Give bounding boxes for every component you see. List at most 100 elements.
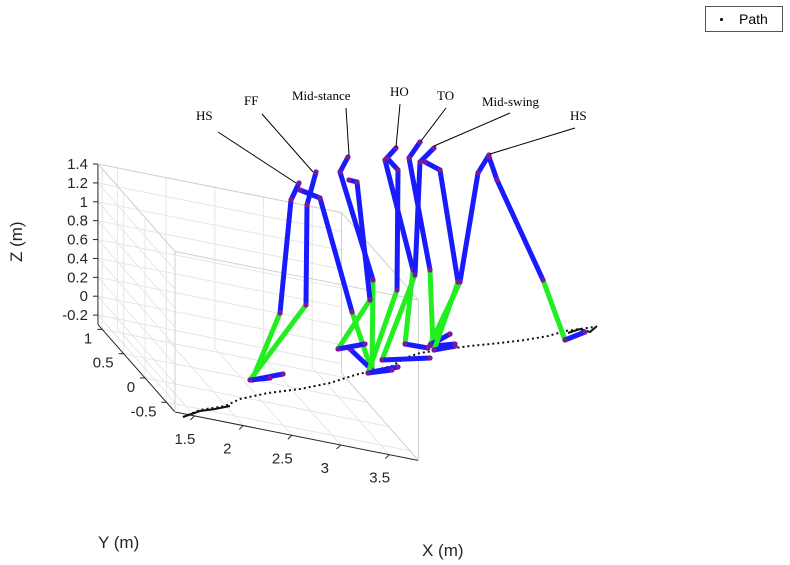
legend-marker-path	[720, 18, 723, 21]
shank-segment	[431, 279, 461, 353]
y-tick-label: -0.5	[131, 403, 157, 420]
x-tick-label: 3.5	[369, 470, 390, 487]
joint-marker	[362, 341, 368, 347]
phase-label: HS	[570, 108, 587, 123]
joint-marker	[345, 154, 351, 160]
box-edge	[341, 372, 419, 461]
joint-marker	[337, 169, 343, 175]
phase-leader-line	[395, 103, 401, 148]
grid-line	[165, 337, 244, 426]
grid-line	[102, 328, 346, 379]
joint-marker	[455, 279, 461, 285]
grid-line	[97, 182, 176, 271]
joint-marker	[422, 159, 428, 165]
grid-line	[97, 258, 176, 347]
joint-marker	[427, 267, 433, 273]
phase-leader-line	[345, 107, 350, 156]
grid-line	[97, 239, 176, 328]
phase-leader-line	[420, 107, 447, 142]
joint-marker	[562, 337, 568, 343]
joint-marker	[393, 145, 399, 151]
joint-marker	[367, 297, 373, 303]
grid-line	[97, 220, 176, 309]
joint-marker	[582, 329, 588, 335]
joint-marker	[431, 145, 437, 151]
grid-line	[97, 201, 176, 290]
joint-marker	[452, 343, 458, 349]
joint-marker	[402, 341, 408, 347]
x-tick-mark	[287, 434, 293, 440]
joint-marker	[427, 355, 433, 361]
shank-segment	[335, 297, 373, 352]
phase-label: TO	[437, 88, 454, 103]
z-tick-label: -0.2	[62, 307, 88, 324]
pelvis-segment	[417, 145, 437, 165]
phase-label: Mid-swing	[482, 94, 540, 109]
grid-line	[144, 377, 389, 427]
phase-label: FF	[244, 93, 258, 108]
joint-marker	[389, 367, 395, 373]
joint-marker	[395, 167, 401, 173]
x-tick-mark	[384, 454, 390, 460]
joint-marker	[447, 331, 453, 337]
x-tick-mark	[190, 415, 195, 421]
joint-marker	[296, 180, 302, 186]
y-axis-label: Y (m)	[98, 533, 139, 552]
grid-lines	[97, 163, 411, 456]
z-tick-label: 0.6	[67, 232, 88, 249]
phase-leader-line	[261, 113, 314, 173]
thigh-segment	[277, 197, 294, 316]
grid-line	[214, 347, 293, 436]
joint-marker	[475, 170, 481, 176]
joint-marker	[297, 187, 303, 193]
joint-marker	[247, 377, 253, 383]
joint-marker	[303, 302, 309, 308]
joint-marker	[494, 177, 500, 183]
pelvis-segment	[304, 169, 319, 208]
box-edge	[174, 251, 419, 301]
z-tick-label: 0	[80, 288, 88, 305]
thigh-segment	[457, 170, 481, 285]
z-tick-label: 1	[80, 194, 88, 211]
joint-marker	[406, 155, 412, 161]
joint-marker	[267, 375, 273, 381]
x-tick-mark	[336, 444, 341, 450]
z-tick-label: 0.4	[67, 250, 88, 267]
pelvis-segment	[297, 187, 323, 201]
x-tick-label: 1.5	[174, 431, 195, 448]
path-line-start	[182, 405, 231, 418]
joint-marker	[365, 370, 371, 376]
shank-segment	[365, 287, 400, 376]
foot-segment	[431, 343, 458, 353]
grid-line	[97, 276, 176, 366]
joint-marker	[431, 347, 437, 353]
axis-line	[174, 411, 419, 461]
x-tick-mark	[238, 425, 244, 430]
joint-marker	[540, 277, 546, 283]
shank-segment	[427, 267, 436, 349]
path-line	[182, 326, 595, 418]
pelvis-segment	[406, 139, 423, 161]
leg-skeleton	[422, 159, 461, 353]
grid-line	[311, 366, 390, 456]
joint-marker	[335, 346, 341, 352]
axis-line	[97, 324, 176, 413]
joint-marker	[349, 309, 355, 315]
grid-line	[97, 182, 342, 232]
phase-annotations: HS FF Mid-stance HO TO Mid-swing HS	[196, 84, 587, 184]
joint-marker	[412, 272, 418, 278]
thigh-segment	[317, 195, 355, 315]
phase-label: HO	[390, 84, 409, 99]
pelvis-segment	[486, 154, 500, 183]
joint-marker	[379, 357, 385, 363]
pelvis-segment	[384, 155, 401, 173]
grid-line	[117, 328, 195, 417]
phase-leader-line	[217, 131, 297, 184]
joint-marker	[394, 287, 400, 293]
joint-marker	[417, 159, 423, 165]
shank-segment	[247, 302, 309, 383]
joint-marker	[304, 202, 310, 208]
pelvis-segment	[422, 159, 443, 173]
legend: Path	[705, 6, 783, 32]
z-axis-label: Z (m)	[7, 221, 26, 262]
